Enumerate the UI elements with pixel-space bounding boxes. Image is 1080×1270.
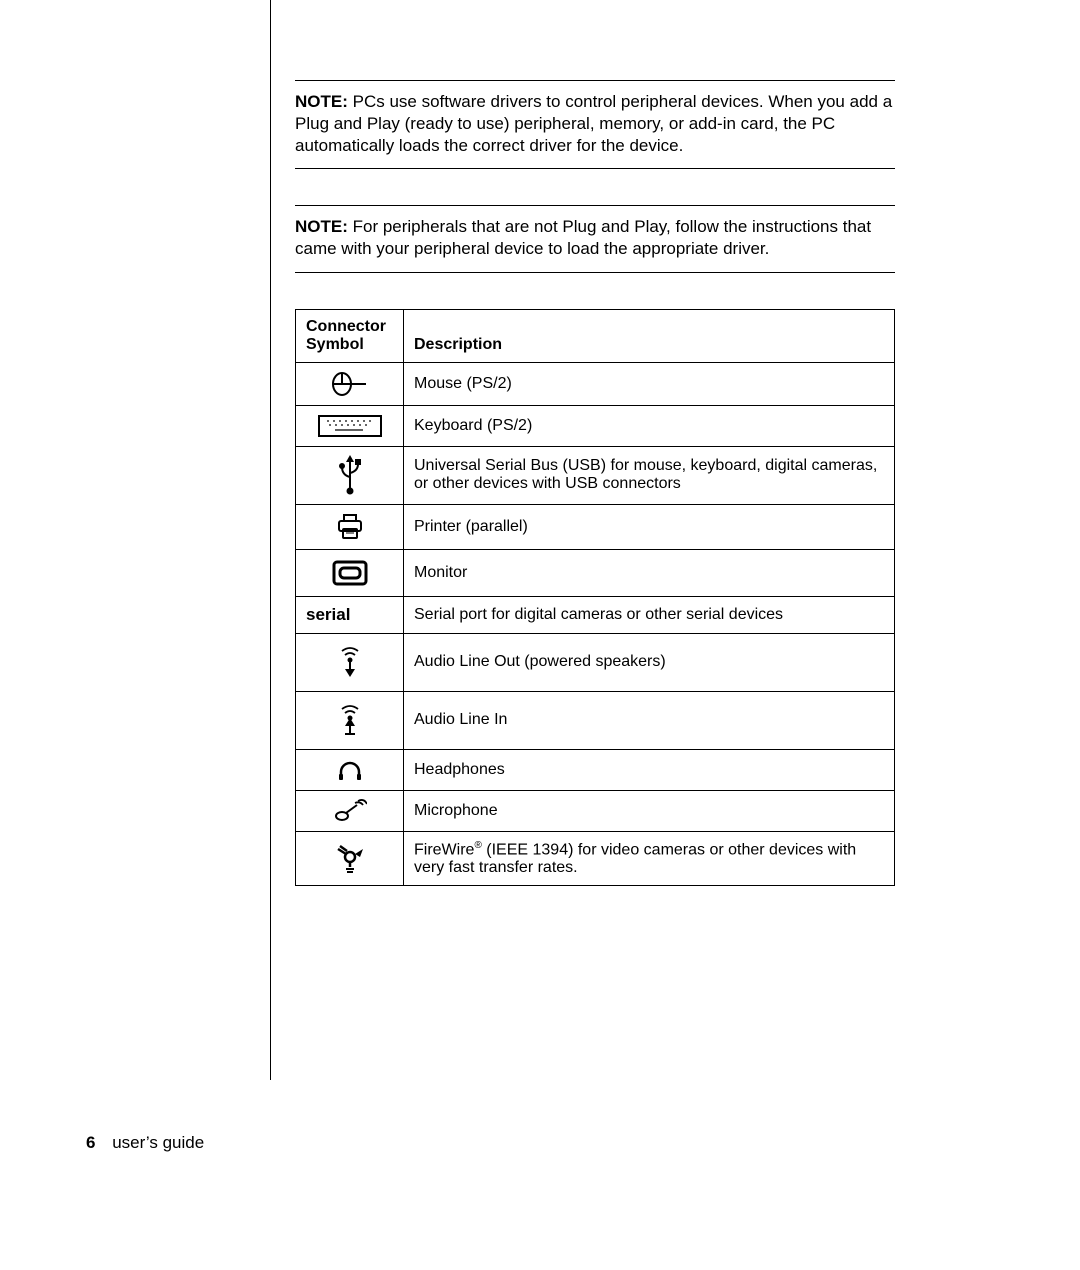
keyboard-icon [317, 414, 383, 438]
table-row: Audio Line Out (powered speakers) [296, 633, 895, 691]
table-row: Printer (parallel) [296, 504, 895, 549]
note1-text: PCs use software drivers to control peri… [295, 92, 892, 155]
page-number: 6 [86, 1133, 95, 1152]
desc-cell: Printer (parallel) [404, 504, 895, 549]
symbol-cell [296, 446, 404, 504]
firewire-sup: ® [474, 840, 481, 851]
desc-cell: Audio Line In [404, 691, 895, 749]
table-row: Universal Serial Bus (USB) for mouse, ke… [296, 446, 895, 504]
note-block-1: NOTE: PCs use software drivers to contro… [295, 80, 895, 169]
footer: 6 user’s guide [86, 1133, 204, 1153]
header-symbol-line2: Symbol [306, 336, 364, 353]
serial-label: serial [296, 596, 404, 633]
table-row: Keyboard (PS/2) [296, 405, 895, 446]
symbol-cell [296, 504, 404, 549]
symbol-cell [296, 362, 404, 405]
table-header-row: Connector Symbol Description [296, 309, 895, 362]
desc-cell: FireWire® (IEEE 1394) for video cameras … [404, 831, 895, 885]
headphones-icon [336, 758, 364, 782]
desc-cell: Mouse (PS/2) [404, 362, 895, 405]
table-row: Microphone [296, 790, 895, 831]
desc-cell: Universal Serial Bus (USB) for mouse, ke… [404, 446, 895, 504]
usb-icon [335, 455, 365, 495]
connector-table: Connector Symbol Description Mouse (PS/2… [295, 309, 895, 886]
table-row: Audio Line In [296, 691, 895, 749]
symbol-cell [296, 790, 404, 831]
symbol-cell [296, 633, 404, 691]
desc-cell: Microphone [404, 790, 895, 831]
firewire-icon [336, 843, 364, 873]
note2-text: For peripherals that are not Plug and Pl… [295, 217, 871, 258]
desc-cell: Headphones [404, 749, 895, 790]
note1-label: NOTE: [295, 92, 348, 111]
table-row: Headphones [296, 749, 895, 790]
mouse-icon [330, 371, 370, 397]
table-row: FireWire® (IEEE 1394) for video cameras … [296, 831, 895, 885]
table-row: serial Serial port for digital cameras o… [296, 596, 895, 633]
main-content: NOTE: PCs use software drivers to contro… [295, 80, 895, 886]
symbol-cell [296, 549, 404, 596]
desc-cell: Keyboard (PS/2) [404, 405, 895, 446]
symbol-cell [296, 831, 404, 885]
vertical-rule [270, 0, 271, 1080]
desc-cell: Serial port for digital cameras or other… [404, 596, 895, 633]
note-block-2: NOTE: For peripherals that are not Plug … [295, 205, 895, 273]
symbol-cell [296, 405, 404, 446]
audio-in-icon [338, 703, 362, 737]
header-symbol-line1: Connector [306, 318, 386, 335]
header-symbol: Connector Symbol [296, 309, 404, 362]
firewire-pre: FireWire [414, 841, 474, 858]
symbol-cell [296, 691, 404, 749]
header-description: Description [404, 309, 895, 362]
table-row: Monitor [296, 549, 895, 596]
desc-cell: Audio Line Out (powered speakers) [404, 633, 895, 691]
desc-cell: Monitor [404, 549, 895, 596]
guide-label: user’s guide [112, 1133, 204, 1152]
symbol-cell [296, 749, 404, 790]
note2-label: NOTE: [295, 217, 348, 236]
table-row: Mouse (PS/2) [296, 362, 895, 405]
audio-out-icon [338, 645, 362, 679]
microphone-icon [333, 799, 367, 823]
monitor-icon [330, 558, 370, 588]
printer-icon [335, 513, 365, 541]
